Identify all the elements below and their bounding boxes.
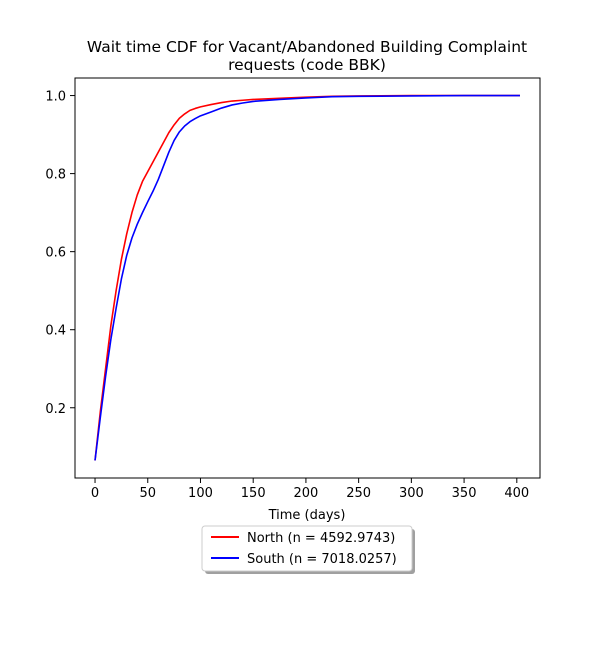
x-tick-label: 400: [504, 486, 529, 501]
y-tick-label: 1.0: [45, 90, 66, 105]
x-tick-label: 250: [346, 486, 371, 501]
legend-label-south: South (n = 7018.0257): [247, 552, 397, 567]
y-tick-label: 0.6: [45, 246, 66, 261]
chart-title-line-1: Wait time CDF for Vacant/Abandoned Build…: [87, 38, 527, 56]
x-tick-label: 100: [188, 486, 213, 501]
plot-frame: [74, 77, 541, 479]
series-line-north: [94, 94, 520, 461]
x-tick-label: 0: [91, 486, 99, 501]
y-tick-label: 0.4: [45, 324, 66, 339]
x-tick-label: 150: [241, 486, 266, 501]
legend-box: [201, 525, 413, 572]
chart-title-line-2: requests (code BBK): [228, 56, 386, 74]
y-axis: 0.2 0.4 0.6 0.8 1.0: [45, 90, 75, 417]
plot-area: [74, 77, 541, 479]
legend: North (n = 4592.9743) South (n = 7018.02…: [201, 525, 415, 574]
series-line-south: [94, 94, 520, 461]
x-tick-label: 350: [452, 486, 477, 501]
x-axis: 0 50 100 150 200 250 300 350 400: [91, 478, 529, 501]
chart-title: Wait time CDF for Vacant/Abandoned Build…: [87, 38, 527, 74]
x-tick-label: 200: [294, 486, 319, 501]
x-tick-label: 300: [399, 486, 424, 501]
y-tick-label: 0.2: [45, 402, 66, 417]
x-axis-label: Time (days): [268, 508, 346, 523]
y-tick-label: 0.8: [45, 168, 66, 183]
legend-label-north: North (n = 4592.9743): [247, 531, 395, 546]
x-tick-label: 50: [139, 486, 156, 501]
